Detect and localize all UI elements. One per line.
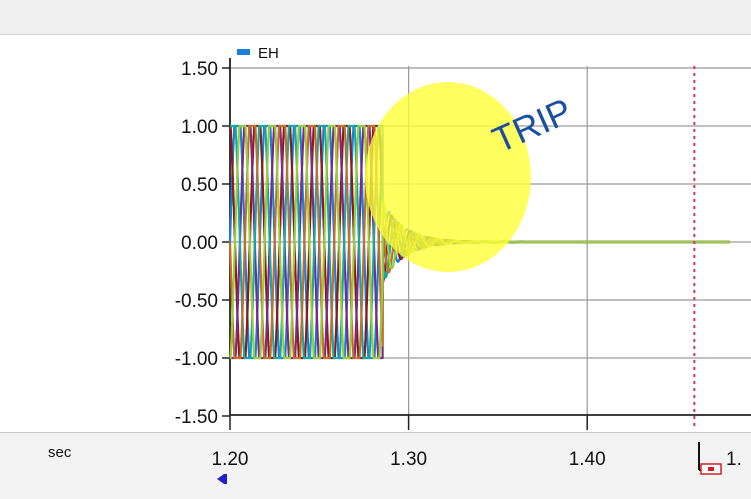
x-tick-label: 1.30 (390, 449, 427, 470)
toolbar (0, 0, 751, 35)
x-axis-bar (0, 432, 751, 499)
legend-swatch (237, 49, 250, 55)
plot-area (0, 36, 751, 431)
right-cursor-handle-icon[interactable] (698, 442, 722, 475)
x-tick-labels: 1.20 1.30 1.40 (212, 449, 606, 470)
left-cursor-marker-icon[interactable] (217, 474, 227, 484)
trip-annotation: TRIP (486, 90, 578, 161)
y-tick-label: 1.50 (181, 59, 218, 80)
y-tick-label: -1.50 (175, 407, 218, 428)
y-tick-label: -0.50 (175, 291, 218, 312)
x-tick-label: 1.20 (212, 449, 249, 470)
y-tick-label: -1.00 (175, 349, 218, 370)
x-axis-unit: sec (48, 444, 72, 461)
y-tick-label: 0.50 (181, 175, 218, 196)
trip-highlight (365, 82, 531, 272)
x-tick-label: 1.40 (569, 449, 606, 470)
y-tick-label: 0.00 (181, 233, 218, 254)
x-tick-label-partial: 1. (726, 449, 742, 470)
y-tick-label: 1.00 (181, 117, 218, 138)
legend-label: EH (258, 45, 279, 62)
legend: EH (237, 45, 279, 62)
y-tick-labels: 1.50 1.00 0.50 0.00 -0.50 -1.00 -1.50 (175, 59, 218, 428)
